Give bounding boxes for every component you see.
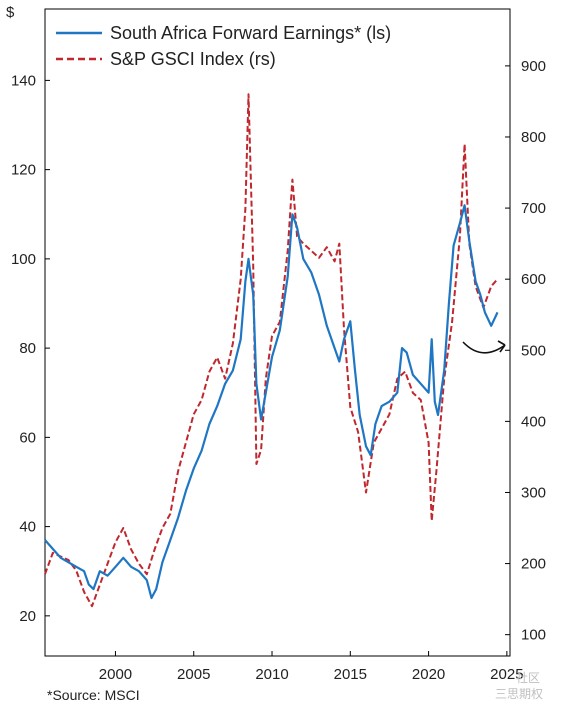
watermark-brand: 三思期权 (495, 687, 543, 701)
earnings-series-line (44, 204, 499, 600)
left-tick-label: 20 (19, 608, 36, 625)
legend-label-gsci: S&P GSCI Index (rs) (110, 49, 276, 69)
annotation-arrowhead (497, 340, 506, 353)
legend-label-earnings: South Africa Forward Earnings* (ls) (110, 23, 391, 43)
gsci-series-line (44, 93, 499, 608)
source-note: *Source: MSCI (47, 687, 140, 703)
series-layer (44, 93, 499, 608)
right-tick-label: 900 (521, 58, 546, 75)
watermark-text: 社区 (516, 670, 540, 685)
x-tick-label: 2000 (99, 666, 132, 683)
x-axis: 2000 2005 2010 2015 2020 2025 (99, 651, 524, 683)
left-tick-label: 120 (11, 162, 36, 179)
plot-frame (44, 8, 511, 657)
right-tick-label: 600 (521, 271, 546, 288)
x-tick-label: 2010 (255, 666, 288, 683)
x-tick-label: 2020 (412, 666, 445, 683)
x-tick-label: 2025 (490, 666, 523, 683)
annotation-arc (462, 341, 506, 354)
left-tick-label: 80 (19, 340, 36, 357)
right-tick-label: 400 (521, 413, 546, 430)
left-tick-label: 100 (11, 251, 36, 268)
x-tick-label: 2015 (334, 666, 367, 683)
left-tick-label: 40 (19, 519, 36, 536)
left-tick-label: 140 (11, 72, 36, 89)
right-tick-label: 200 (521, 556, 546, 573)
right-tick-label: 100 (521, 627, 546, 644)
right-tick-label: 300 (521, 484, 546, 501)
right-tick-label: 800 (521, 129, 546, 146)
left-tick-label: 60 (19, 429, 36, 446)
left-axis: 20 40 60 80 100 120 140 (11, 72, 50, 625)
left-axis-unit: $ (6, 4, 15, 21)
right-tick-label: 700 (521, 200, 546, 217)
right-axis: 100 200 300 400 500 600 700 800 900 (505, 58, 546, 644)
legend: South Africa Forward Earnings* (ls) S&P … (56, 23, 391, 69)
right-tick-label: 500 (521, 342, 546, 359)
x-tick-label: 2005 (177, 666, 210, 683)
